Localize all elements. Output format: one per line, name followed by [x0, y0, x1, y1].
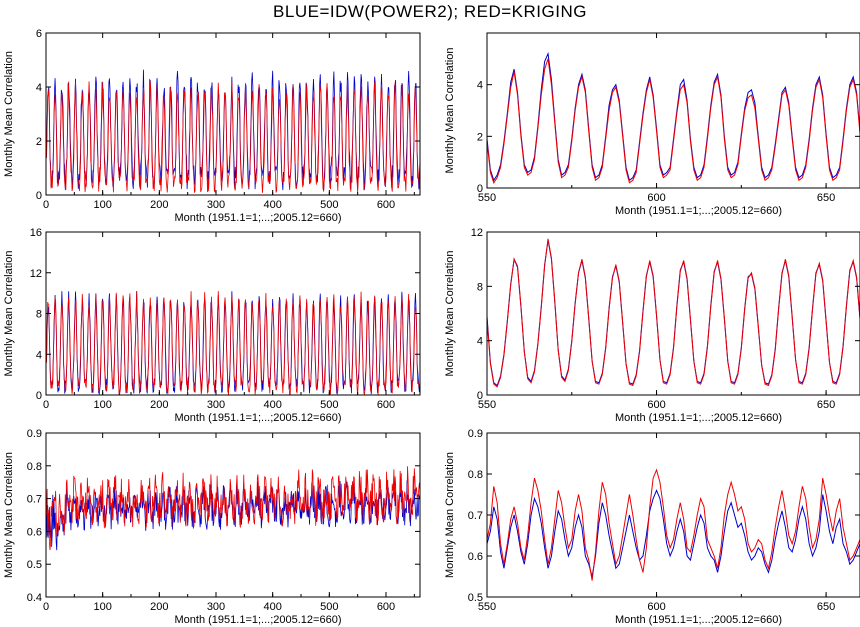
x-tick-label: 500 — [320, 399, 338, 411]
x-tick-label: 0 — [43, 601, 49, 613]
x-tick-label: 550 — [478, 192, 496, 204]
x-tick-label: 200 — [150, 199, 168, 211]
y-tick-label: 0.8 — [468, 469, 483, 481]
y-tick-label: 12 — [471, 227, 483, 239]
y-axis-label: Monthly Mean Correlation — [3, 251, 15, 377]
series-line-kriging — [46, 80, 420, 193]
x-tick-label: 300 — [207, 199, 225, 211]
x-tick-label: 650 — [817, 399, 835, 411]
y-tick-label: 2 — [477, 131, 483, 143]
y-tick-label: 0.9 — [27, 428, 42, 440]
x-tick-label: 550 — [478, 399, 496, 411]
y-tick-label: 0.7 — [468, 510, 483, 522]
x-tick-label: 600 — [377, 399, 395, 411]
y-axis-label: Monthly Mean Correlation — [444, 48, 456, 174]
y-axis-label: Monthly Mean Correlation — [3, 452, 15, 578]
x-tick-label: 600 — [377, 601, 395, 613]
y-tick-label: 8 — [477, 281, 483, 293]
x-tick-label: 400 — [263, 199, 281, 211]
y-tick-label: 0.9 — [468, 428, 483, 440]
x-axis-label: Month (1951.1=1;...;2005.12=660) — [615, 412, 782, 424]
x-axis-label: Month (1951.1=1;...;2005.12=660) — [615, 205, 782, 217]
x-tick-label: 300 — [207, 399, 225, 411]
axes-frame — [45, 432, 421, 598]
panel-bottom-left: 0 100 200 300 400 500 600 0.4 0.5 0.6 0.7 0.8 0.9 Mon… — [3, 428, 421, 626]
y-tick-label: 0 — [36, 390, 42, 402]
x-tick-label: 500 — [320, 601, 338, 613]
series-line-kriging — [46, 291, 420, 395]
y-tick-label: 4 — [477, 336, 483, 348]
y-tick-label: 0.7 — [27, 494, 42, 506]
axes-frame — [486, 432, 860, 598]
y-tick-label: 8 — [36, 309, 42, 321]
y-tick-label: 2 — [36, 136, 42, 148]
x-tick-label: 100 — [93, 399, 111, 411]
panel-top-right: 550 600 650 0 2 4 Month (1951.1=1;...;2005.12=… — [444, 32, 860, 217]
x-tick-label: 600 — [377, 199, 395, 211]
x-tick-label: 650 — [817, 192, 835, 204]
y-tick-label: 0.6 — [468, 551, 483, 563]
series-line-kriging — [487, 468, 860, 581]
x-axis-label: Month (1951.1=1;...;2005.12=660) — [615, 614, 782, 626]
y-tick-label: 0.5 — [468, 592, 483, 604]
series-line-kriging — [487, 58, 860, 184]
series-line-idw — [487, 240, 860, 387]
y-tick-label: 4 — [36, 82, 42, 94]
x-axis-label: Month (1951.1=1;...;2005.12=660) — [175, 212, 342, 224]
x-tick-label: 500 — [320, 199, 338, 211]
y-tick-label: 0 — [477, 390, 483, 402]
x-tick-label: 200 — [150, 601, 168, 613]
series-line-kriging — [46, 466, 420, 551]
x-tick-label: 200 — [150, 399, 168, 411]
x-axis-label: Month (1951.1=1;...;2005.12=660) — [175, 412, 342, 424]
y-tick-label: 0.6 — [27, 526, 42, 538]
panel-middle-left: 0 100 200 300 400 500 600 0 4 8 12 16 Month (1951.1=… — [3, 227, 421, 424]
y-tick-label: 4 — [477, 80, 483, 92]
x-tick-label: 0 — [43, 399, 49, 411]
y-axis-label: Monthly Mean Correlation — [444, 452, 456, 578]
x-tick-label: 650 — [817, 601, 835, 613]
x-tick-label: 400 — [263, 399, 281, 411]
x-tick-label: 100 — [93, 601, 111, 613]
axes-frame — [45, 32, 421, 196]
x-tick-label: 100 — [93, 199, 111, 211]
x-tick-label: 600 — [647, 601, 665, 613]
y-tick-label: 0 — [36, 190, 42, 202]
y-axis-label: Monthly Mean Correlation — [3, 51, 15, 177]
y-tick-label: 0 — [477, 183, 483, 195]
x-tick-label: 600 — [647, 399, 665, 411]
panel-top-left: 0 100 200 300 400 500 600 0 2 4 6 Month (1951.1=1;.… — [3, 28, 421, 224]
series-line-kriging — [487, 238, 860, 388]
axes-frame — [486, 231, 860, 396]
y-tick-label: 12 — [30, 268, 42, 280]
series-line-idw — [487, 489, 860, 577]
y-tick-label: 0.4 — [27, 592, 42, 604]
y-tick-label: 0.5 — [27, 559, 42, 571]
x-tick-label: 300 — [207, 601, 225, 613]
y-tick-label: 4 — [36, 349, 42, 361]
y-axis-label: Monthly Mean Correlation — [444, 251, 456, 377]
x-axis-label: Month (1951.1=1;...;2005.12=660) — [175, 614, 342, 626]
x-tick-label: 400 — [263, 601, 281, 613]
x-tick-label: 600 — [647, 192, 665, 204]
y-tick-label: 16 — [30, 227, 42, 239]
x-tick-label: 0 — [43, 199, 49, 211]
x-tick-label: 550 — [478, 601, 496, 613]
axes-frame — [486, 32, 860, 189]
figure-title: BLUE=IDW(POWER2); RED=KRIGING — [273, 2, 587, 21]
y-tick-label: 0.8 — [27, 461, 42, 473]
series-line-idw — [487, 51, 860, 182]
panel-middle-right: 550 600 650 0 4 8 12 Month (1951.1=1;...;2005.1… — [444, 227, 860, 424]
y-tick-label: 6 — [36, 28, 42, 40]
panel-bottom-right: 550 600 650 0.5 0.6 0.7 0.8 0.9 Month (1951.1=1;… — [444, 428, 860, 626]
